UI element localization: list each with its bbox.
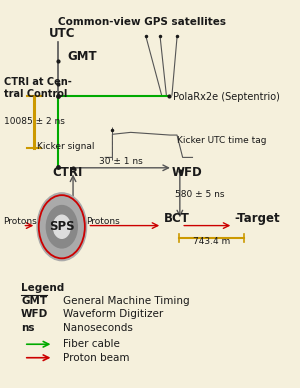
Text: WFD: WFD (171, 166, 202, 179)
Text: Nanoseconds: Nanoseconds (63, 323, 133, 333)
Circle shape (53, 215, 70, 238)
Text: Common-view GPS satellites: Common-view GPS satellites (58, 17, 226, 27)
Text: -Target: -Target (235, 212, 280, 225)
Text: 743.4 m: 743.4 m (193, 237, 230, 246)
Text: UTC: UTC (49, 27, 75, 40)
Text: Waveform Digitizer: Waveform Digitizer (63, 309, 164, 319)
Text: GMT: GMT (21, 296, 47, 306)
Text: Protons: Protons (3, 217, 37, 226)
Text: Kicker UTC time tag: Kicker UTC time tag (177, 136, 266, 145)
Text: PolaRx2e (Septentrio): PolaRx2e (Septentrio) (173, 92, 280, 102)
Circle shape (37, 193, 86, 261)
Circle shape (46, 206, 77, 248)
Text: BCT: BCT (164, 212, 190, 225)
Text: 30 ± 1 ns: 30 ± 1 ns (99, 158, 143, 166)
Text: Protons: Protons (86, 217, 119, 226)
Text: SPS: SPS (49, 220, 75, 233)
Text: 10085 ± 2 ns: 10085 ± 2 ns (4, 116, 65, 125)
Text: General Machine Timing: General Machine Timing (63, 296, 190, 306)
Text: Legend: Legend (21, 283, 64, 293)
Text: WFD: WFD (21, 309, 48, 319)
Text: Fiber cable: Fiber cable (63, 339, 120, 349)
Text: Kicker signal: Kicker signal (37, 142, 94, 151)
Text: ns: ns (21, 323, 34, 333)
Text: 580 ± 5 ns: 580 ± 5 ns (175, 190, 225, 199)
Text: Proton beam: Proton beam (63, 353, 130, 363)
Text: GMT: GMT (68, 50, 97, 63)
Text: CTRI: CTRI (52, 166, 83, 179)
Text: CTRI at Cen-
tral Control: CTRI at Cen- tral Control (4, 77, 72, 99)
